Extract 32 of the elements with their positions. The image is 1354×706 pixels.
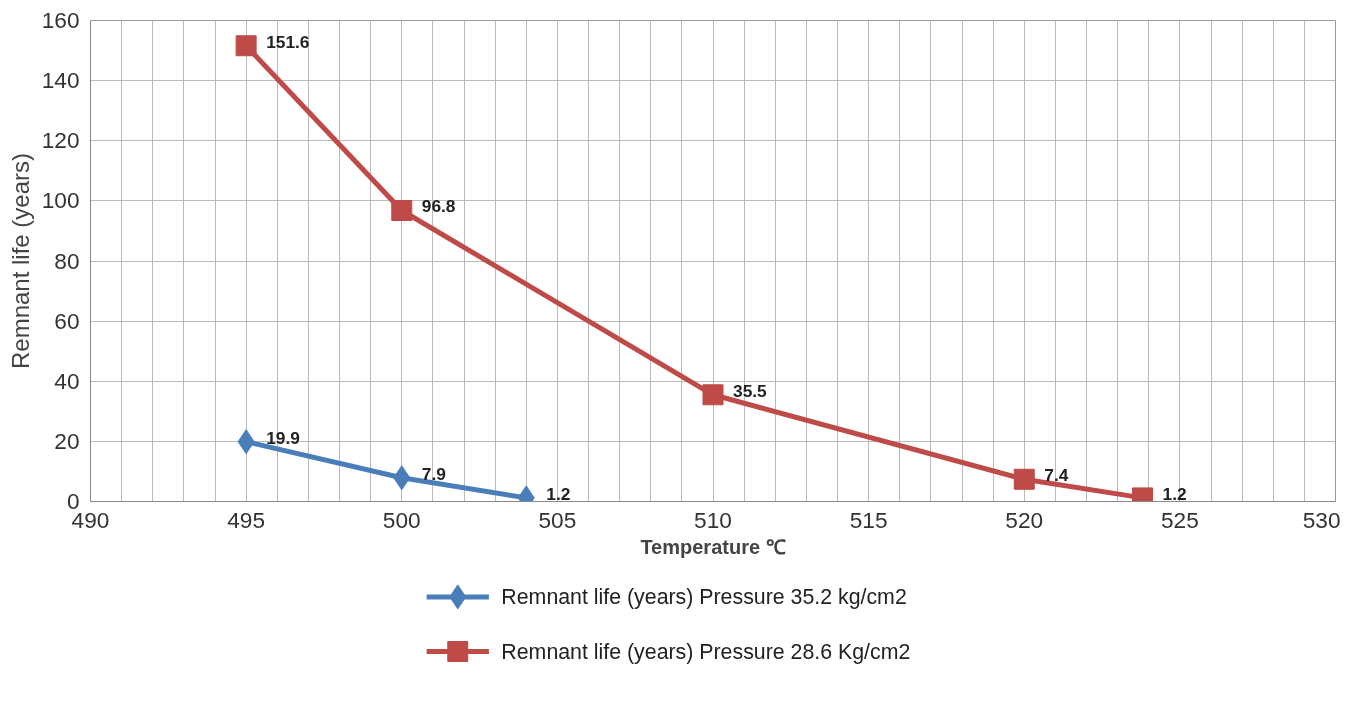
y-tick-label: 40: [54, 367, 80, 394]
data-label: 1.2: [546, 483, 571, 504]
data-label: 1.2: [1162, 483, 1187, 504]
point: [702, 384, 724, 406]
x-tick-label: 520: [1005, 506, 1044, 533]
legend-label: Remnant life (years) Pressure 28.6 Kg/cm2: [501, 639, 911, 664]
x-tick-label: 530: [1302, 506, 1341, 533]
y-tick-label: 60: [54, 307, 80, 334]
data-label: 35.5: [733, 380, 768, 401]
y-tick-label: 80: [54, 247, 80, 274]
point: [1013, 468, 1035, 490]
x-axis-title: Temperature ℃: [640, 535, 786, 558]
point: [391, 199, 413, 221]
x-tick-label: 495: [227, 506, 266, 533]
y-tick-label: 160: [41, 7, 80, 33]
data-label: 7.4: [1044, 465, 1069, 486]
legend-label: Remnant life (years) Pressure 35.2 kg/cm2: [501, 584, 907, 609]
data-label: 19.9: [266, 427, 300, 448]
point: [235, 35, 257, 57]
data-label: 151.6: [266, 31, 310, 52]
y-tick-label: 20: [54, 427, 80, 454]
x-tick-label: 500: [382, 506, 421, 533]
y-tick-label: 120: [41, 127, 80, 154]
y-tick-label: 100: [41, 187, 80, 214]
y-tick-label: 140: [41, 67, 80, 94]
x-tick-label: 505: [538, 506, 577, 533]
data-label: 96.8: [421, 196, 456, 217]
x-tick-label: 525: [1160, 506, 1199, 533]
data-label: 7.9: [421, 463, 446, 484]
x-tick-label: 510: [694, 506, 732, 533]
x-tick-label: 515: [849, 506, 888, 533]
y-axis-title: Remnant life (years): [6, 152, 34, 370]
